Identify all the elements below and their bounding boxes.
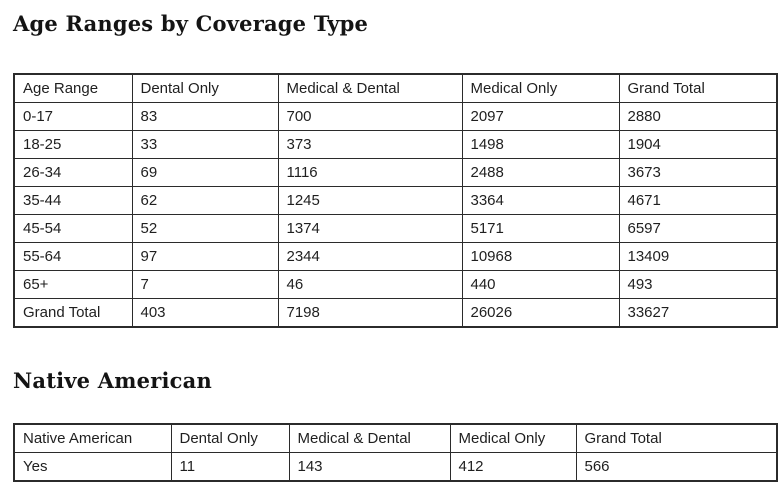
- cell-value: 7: [131, 270, 279, 299]
- cell-value: 440: [461, 270, 620, 299]
- cell-age-range: 65+: [13, 270, 133, 299]
- cell-value: 143: [288, 452, 451, 482]
- cell-value: 6597: [618, 214, 778, 243]
- cell-value: 1904: [618, 130, 778, 159]
- cell-grand-total-label: Grand Total: [13, 298, 133, 328]
- age-ranges-table-title: Age Ranges by Coverage Type: [13, 11, 369, 36]
- column-header-dental-only: Dental Only: [170, 423, 290, 453]
- cell-value: 11: [170, 452, 290, 482]
- cell-value: 33627: [618, 298, 778, 328]
- table-grand-total-row: Grand Total 403 7198 26026 33627: [13, 298, 778, 328]
- table-row: 55-64 97 2344 10968 13409: [13, 242, 778, 271]
- cell-age-range: 45-54: [13, 214, 133, 243]
- table-row: 0-17 83 700 2097 2880: [13, 102, 778, 131]
- table-row: 65+ 7 46 440 493: [13, 270, 778, 299]
- cell-value: 412: [449, 452, 577, 482]
- cell-age-range: 18-25: [13, 130, 133, 159]
- cell-value: 566: [575, 452, 778, 482]
- table-row: 26-34 69 1116 2488 3673: [13, 158, 778, 187]
- native-american-table: Native American Dental Only Medical & De…: [13, 423, 778, 482]
- cell-age-range: 55-64: [13, 242, 133, 271]
- cell-value: 62: [131, 186, 279, 215]
- column-header-medical-only: Medical Only: [449, 423, 577, 453]
- cell-native-american-yes: Yes: [13, 452, 172, 482]
- cell-value: 13409: [618, 242, 778, 271]
- table-row: 35-44 62 1245 3364 4671: [13, 186, 778, 215]
- cell-value: 33: [131, 130, 279, 159]
- cell-value: 403: [131, 298, 279, 328]
- table-header-row: Age Range Dental Only Medical & Dental M…: [13, 73, 778, 103]
- cell-value: 69: [131, 158, 279, 187]
- cell-age-range: 0-17: [13, 102, 133, 131]
- cell-value: 1116: [277, 158, 463, 187]
- table-row: Yes 11 143 412 566: [13, 452, 778, 482]
- cell-value: 4671: [618, 186, 778, 215]
- cell-value: 3364: [461, 186, 620, 215]
- table-row: 45-54 52 1374 5171 6597: [13, 214, 778, 243]
- cell-value: 1374: [277, 214, 463, 243]
- cell-value: 83: [131, 102, 279, 131]
- column-header-grand-total: Grand Total: [575, 423, 778, 453]
- cell-value: 5171: [461, 214, 620, 243]
- column-header-native-american: Native American: [13, 423, 172, 453]
- cell-value: 493: [618, 270, 778, 299]
- cell-age-range: 26-34: [13, 158, 133, 187]
- cell-value: 2344: [277, 242, 463, 271]
- cell-value: 3673: [618, 158, 778, 187]
- column-header-medical-only: Medical Only: [461, 73, 620, 103]
- column-header-age-range: Age Range: [13, 73, 133, 103]
- cell-value: 700: [277, 102, 463, 131]
- cell-value: 7198: [277, 298, 463, 328]
- cell-value: 10968: [461, 242, 620, 271]
- cell-value: 2880: [618, 102, 778, 131]
- column-header-medical-and-dental: Medical & Dental: [288, 423, 451, 453]
- table-row: 18-25 33 373 1498 1904: [13, 130, 778, 159]
- cell-age-range: 35-44: [13, 186, 133, 215]
- age-ranges-by-coverage-type-table: Age Range Dental Only Medical & Dental M…: [13, 73, 778, 328]
- cell-value: 52: [131, 214, 279, 243]
- cell-value: 2488: [461, 158, 620, 187]
- cell-value: 1498: [461, 130, 620, 159]
- cell-value: 46: [277, 270, 463, 299]
- column-header-grand-total: Grand Total: [618, 73, 778, 103]
- cell-value: 1245: [277, 186, 463, 215]
- native-american-table-title: Native American: [13, 368, 212, 393]
- cell-value: 373: [277, 130, 463, 159]
- cell-value: 26026: [461, 298, 620, 328]
- column-header-dental-only: Dental Only: [131, 73, 279, 103]
- cell-value: 2097: [461, 102, 620, 131]
- cell-value: 97: [131, 242, 279, 271]
- column-header-medical-and-dental: Medical & Dental: [277, 73, 463, 103]
- table-header-row: Native American Dental Only Medical & De…: [13, 423, 778, 453]
